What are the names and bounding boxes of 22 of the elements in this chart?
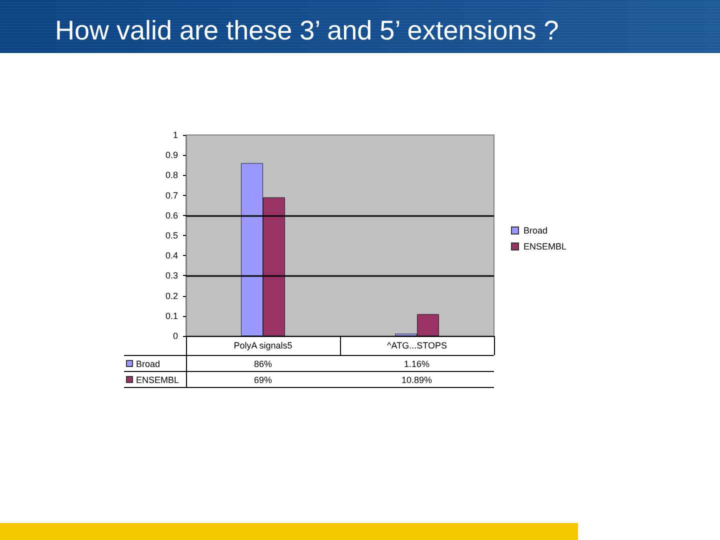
y-tick-label: 0.4 xyxy=(165,250,178,261)
legend-label: Broad xyxy=(136,358,160,371)
data-label: 86% xyxy=(254,358,272,371)
y-tick-label: 0.9 xyxy=(165,150,178,160)
data-label: 10.89% xyxy=(402,374,432,387)
x-tick-label: ^ATG...STOPS xyxy=(387,340,447,350)
text: Broad xyxy=(524,226,548,236)
y-tick-label: 0.3 xyxy=(165,270,178,281)
y-tick-label: 0.7 xyxy=(165,190,178,200)
legend-label: ENSEMBL xyxy=(524,242,567,252)
y-tick-label: 0.1 xyxy=(165,310,178,321)
y-tick-label: 1 xyxy=(172,130,178,140)
data-label: 1.16% xyxy=(404,358,430,371)
text: ENSEMBL xyxy=(136,375,180,385)
y-tick-label: 0.5 xyxy=(165,230,178,240)
chart-title: How valid are these 3’ and 5’ extensions ? xyxy=(55,16,559,46)
x-tick-label: PolyA signals5 xyxy=(234,340,292,350)
y-tick-label: 0.6 xyxy=(165,210,178,220)
y-tick-label: 0.2 xyxy=(165,290,178,301)
data-label: 69% xyxy=(254,374,272,387)
y-tick-label: 0.8 xyxy=(165,170,178,180)
y-tick-label: 0 xyxy=(172,331,178,341)
